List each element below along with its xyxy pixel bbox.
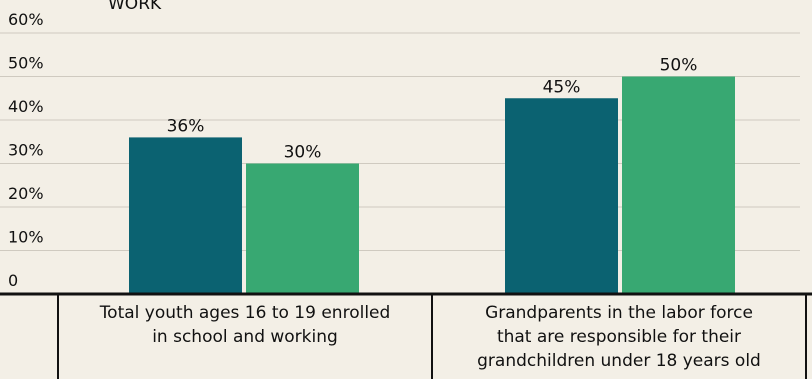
y-tick-label: 20% (8, 184, 44, 203)
bar (622, 76, 735, 294)
y-tick-label: 60% (8, 10, 44, 29)
category-label: that are responsible for their (497, 327, 741, 347)
category-label: Grandparents in the labor force (485, 303, 753, 323)
bar (505, 98, 618, 294)
category-label: Total youth ages 16 to 19 enrolled (99, 303, 391, 323)
y-tick-label: 40% (8, 97, 44, 116)
bar-value-label: 30% (284, 143, 322, 163)
bar-value-label: 36% (167, 116, 205, 136)
y-tick-label: 50% (8, 54, 44, 73)
bar (129, 137, 242, 294)
y-tick-label: 10% (8, 228, 44, 247)
bar-value-label: 45% (543, 77, 581, 97)
bars (129, 76, 735, 294)
bar (246, 163, 359, 294)
bar-value-label: 50% (660, 56, 698, 76)
category-labels: Total youth ages 16 to 19 enrolled in sch… (99, 303, 761, 371)
y-tick-label: 30% (8, 141, 44, 160)
category-axis (0, 292, 812, 379)
data-labels: 36% 30% 45% 50% (167, 56, 698, 163)
y-axis-tick-labels: 0 10% 20% 30% 40% 50% 60% (8, 10, 44, 290)
chart-title-fragment: WORK (108, 0, 162, 14)
category-label: grandchildren under 18 years old (477, 351, 761, 371)
y-tick-label: 0 (8, 271, 18, 290)
category-label: in school and working (152, 327, 338, 347)
